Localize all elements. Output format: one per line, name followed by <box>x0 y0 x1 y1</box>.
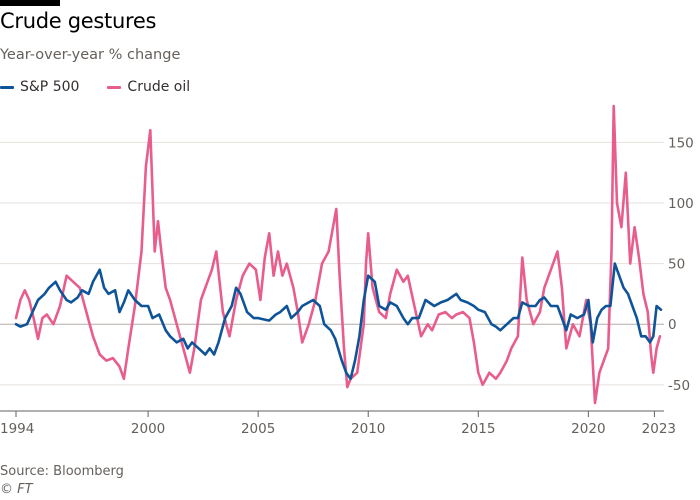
y-tick-label: 100 <box>668 196 694 212</box>
legend-item-sp500: S&P 500 <box>0 79 79 95</box>
legend: S&P 500 Crude oil <box>0 78 218 96</box>
chart-subtitle: Year-over-year % change <box>0 47 181 63</box>
legend-swatch-crude <box>107 85 122 89</box>
brand-bar <box>0 0 60 6</box>
chart-title: Crude gestures <box>0 9 157 33</box>
legend-label-crude: Crude oil <box>127 79 191 95</box>
line-chart: 150 100 50 0 -50 1994 2000 2005 2010 2015 2020 2023 <box>0 104 694 437</box>
crude-oil-line <box>14 104 662 405</box>
x-tick-label: 2020 <box>571 421 605 437</box>
y-tick-label: -50 <box>668 378 690 394</box>
x-tick-label: 2023 <box>642 421 676 437</box>
sp500-line <box>14 262 663 381</box>
legend-swatch-sp500 <box>0 85 14 89</box>
source-note: Source: Bloomberg <box>0 464 124 479</box>
x-tick-label: 2005 <box>241 421 275 437</box>
x-tick-label: 2015 <box>461 421 495 437</box>
x-tick-label: 2010 <box>351 421 385 437</box>
legend-item-crude: Crude oil <box>107 79 190 95</box>
legend-label-sp500: S&P 500 <box>20 79 80 95</box>
y-tick-label: 0 <box>668 317 677 333</box>
x-tick-label: 2000 <box>131 421 165 437</box>
y-tick-label: 150 <box>668 135 694 151</box>
x-tick-label: 1994 <box>0 421 34 437</box>
y-tick-label: 50 <box>668 257 685 273</box>
credit-note: © FT <box>0 482 33 497</box>
